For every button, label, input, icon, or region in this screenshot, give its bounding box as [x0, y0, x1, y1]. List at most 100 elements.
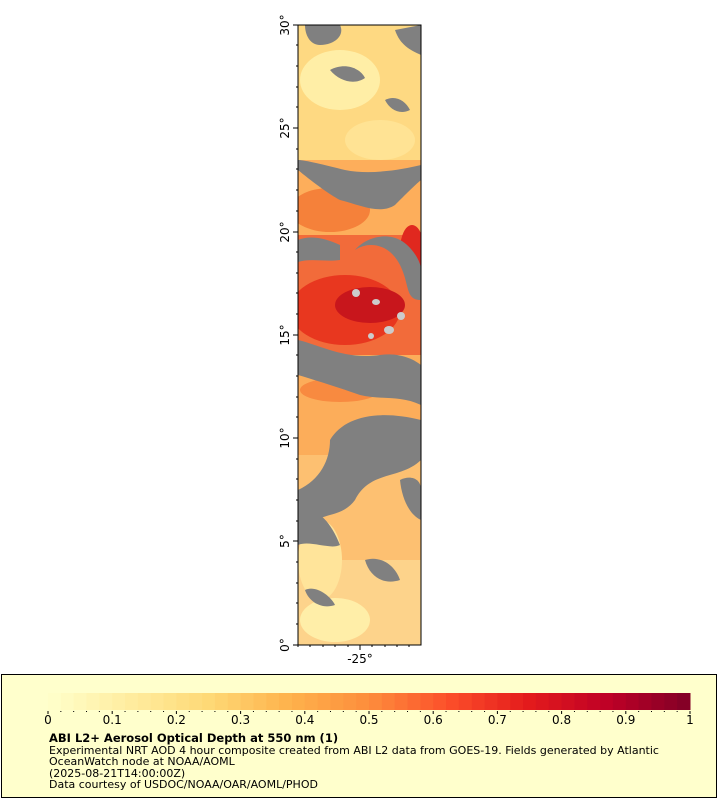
lat-label-0: 0° — [278, 638, 292, 652]
colorbar-tick-label: 0.4 — [295, 713, 314, 727]
colorbar-cell — [548, 693, 563, 710]
colorbar-cell — [638, 693, 652, 710]
missing-data-region — [395, 25, 421, 55]
colorbar-cell — [240, 693, 254, 710]
colorbar-cell — [523, 693, 537, 710]
minor-ticks — [296, 44, 410, 647]
colorbar-cell — [561, 693, 575, 710]
colorbar-cell — [227, 693, 242, 710]
colorbar-cells — [48, 693, 691, 710]
missing-data-region — [400, 477, 421, 520]
colorbar-tick-label: 0.7 — [488, 713, 507, 727]
lat-label-5: 5° — [278, 534, 292, 548]
colorbar-cell — [484, 693, 498, 710]
missing-data-region — [298, 415, 421, 530]
legend-title: ABI L2+ Aerosol Optical Depth at 550 nm … — [49, 731, 339, 745]
colorbar-tick-label: 0.9 — [616, 713, 635, 727]
colorbar-cell — [202, 693, 216, 710]
legend-credit: Data courtesy of USDOC/NOAA/OAR/AOML/PHO… — [49, 778, 318, 791]
legend-description: Experimental NRT AOD 4 hour composite cr… — [49, 743, 659, 757]
missing-data-region — [330, 66, 365, 82]
colorbar-cell — [535, 693, 550, 710]
gap-spot — [372, 299, 380, 305]
colorbar-cell — [664, 693, 678, 710]
colorbar-cell — [600, 693, 614, 710]
low-aod-patch — [300, 598, 370, 642]
colorbar-cell — [446, 693, 460, 710]
colorbar-cell — [471, 693, 486, 710]
aod-map: 0° 5° 10° 15° 20° 25° 30° -25° — [278, 14, 422, 666]
lat-label-10: 10° — [278, 427, 292, 448]
colorbar-cell — [266, 693, 280, 710]
gap-spot — [352, 289, 360, 297]
colorbar-cell — [625, 693, 640, 710]
colorbar-cell — [458, 693, 473, 710]
colorbar-cell — [48, 693, 62, 710]
colorbar-cell — [189, 693, 203, 710]
gap-spot — [397, 312, 405, 320]
colorbar-cell — [420, 693, 434, 710]
colorbar-cell — [137, 693, 152, 710]
legend-panel: 0 0.1 0.2 0.3 0.4 0.5 0.6 0.7 0.8 0.9 1 ABI L2+ Ae… — [1, 674, 717, 798]
low-aod-patch — [300, 50, 380, 110]
colorbar-cell — [279, 693, 293, 710]
colorbar-cell — [356, 693, 370, 710]
colorbar-tick-label: 1 — [686, 713, 694, 727]
colorbar-cell — [253, 693, 267, 710]
colorbar: 0 0.1 0.2 0.3 0.4 0.5 0.6 0.7 0.8 0.9 1 — [44, 693, 694, 727]
colorbar-cell — [99, 693, 113, 710]
colorbar-cell — [651, 693, 665, 710]
colorbar-cell — [510, 693, 524, 710]
lat-label-20: 20° — [278, 221, 292, 242]
colorbar-tick-label: 0.2 — [167, 713, 186, 727]
colorbar-cell — [343, 693, 357, 710]
lat-label-15: 15° — [278, 324, 292, 345]
missing-data-region — [305, 25, 342, 45]
missing-data-region — [298, 340, 421, 405]
colorbar-tick-label: 0.3 — [231, 713, 250, 727]
colorbar-cell — [60, 693, 75, 710]
colorbar-cell — [176, 693, 190, 710]
missing-data-region — [355, 236, 421, 300]
missing-data-region — [365, 558, 400, 582]
colorbar-cell — [73, 693, 88, 710]
missing-data-region — [305, 588, 335, 607]
missing-data-region — [298, 237, 340, 262]
gap-spot — [368, 333, 374, 339]
colorbar-cell — [163, 693, 177, 710]
lon-label-minus25: -25° — [347, 652, 373, 666]
lat-label-30: 30° — [278, 14, 292, 35]
colorbar-cell — [677, 693, 691, 710]
gap-spot — [384, 326, 394, 334]
colorbar-labels: 0 0.1 0.2 0.3 0.4 0.5 0.6 0.7 0.8 0.9 1 — [44, 713, 694, 727]
colorbar-cell — [214, 693, 229, 710]
colorbar-tick-label: 0.6 — [424, 713, 443, 727]
colorbar-cell — [381, 693, 396, 710]
colorbar-cell — [125, 693, 139, 710]
colorbar-cell — [304, 693, 319, 710]
missing-data-region — [298, 509, 340, 547]
legend-description-cont: OceanWatch node at NOAA/AOML — [49, 755, 235, 768]
colorbar-cell — [587, 693, 601, 710]
colorbar-tick-label: 0.8 — [552, 713, 571, 727]
aod-field — [298, 25, 421, 645]
colorbar-cell — [330, 693, 344, 710]
colorbar-cell — [612, 693, 627, 710]
colorbar-tick-label: 0.1 — [103, 713, 122, 727]
missing-data-region — [298, 160, 421, 210]
colorbar-cell — [112, 693, 126, 710]
missing-data-region — [385, 98, 410, 112]
colorbar-cell — [574, 693, 588, 710]
colorbar-cell — [86, 693, 100, 710]
colorbar-tick-label: 0 — [44, 713, 52, 727]
axis-ticks — [293, 24, 361, 650]
colorbar-cell — [407, 693, 421, 710]
colorbar-cell — [317, 693, 331, 710]
lat-label-25: 25° — [278, 117, 292, 138]
colorbar-ticks — [47, 711, 691, 714]
colorbar-cell — [291, 693, 306, 710]
low-aod-patch — [345, 120, 415, 160]
colorbar-cell — [433, 693, 447, 710]
dust-plume-core — [335, 287, 405, 323]
colorbar-cell — [369, 693, 383, 710]
